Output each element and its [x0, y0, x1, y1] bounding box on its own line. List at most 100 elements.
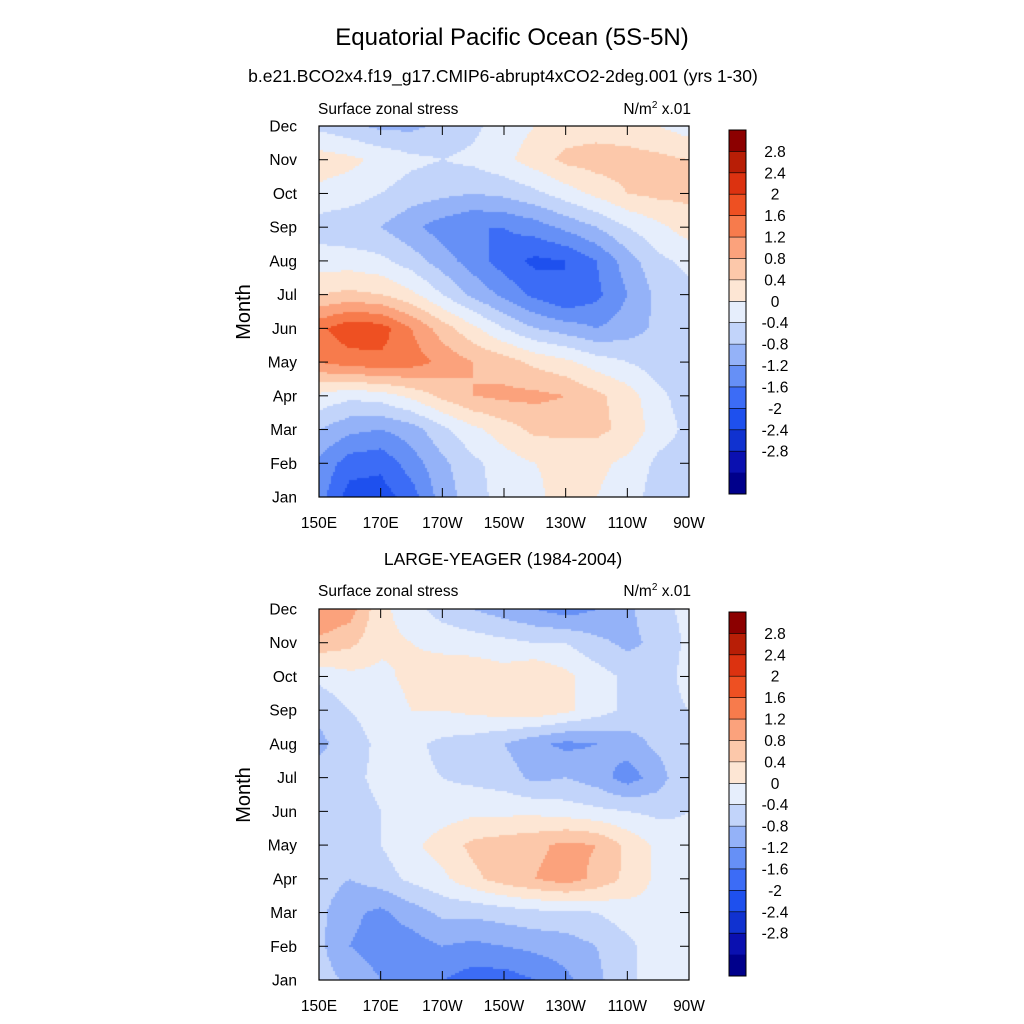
colorbar-swatch — [729, 386, 746, 409]
panel-top-ticks: Jan Feb Mar Apr May Jun Jul Aug Sep Oct Nov Dec 150E… — [268, 119, 706, 533]
colorbar-swatch — [729, 890, 746, 913]
colorbar-label: 0.4 — [764, 272, 786, 289]
colorbar-swatch — [729, 429, 746, 452]
panel-top-plot — [318, 125, 690, 498]
x-tick-label: 170W — [422, 998, 463, 1015]
panel-bottom-title: LARGE-YEAGER (1984-2004) — [384, 549, 622, 569]
x-tick-label: 170E — [363, 515, 399, 532]
colorbar-label: 2 — [771, 669, 780, 686]
colorbar-swatch — [729, 451, 746, 473]
colorbar-label: 1.6 — [764, 208, 786, 225]
colorbar-swatch — [729, 868, 746, 891]
colorbar-label: -2 — [768, 883, 782, 900]
colorbar-label: 1.6 — [764, 690, 786, 707]
y-tick-label: Feb — [270, 456, 297, 473]
x-tick-label: 170W — [422, 515, 463, 532]
colorbar-swatch — [729, 130, 746, 152]
y-tick-label: Jan — [272, 490, 297, 507]
colorbar-label: 2.4 — [764, 165, 786, 182]
colorbar-swatch — [729, 215, 746, 238]
colorbar-swatch — [729, 258, 746, 281]
panel-bottom-ticks: Jan Feb Mar Apr May Jun Jul Aug Sep Oct Nov Dec 150E… — [268, 602, 706, 1016]
colorbar-label: 0.4 — [764, 754, 786, 771]
colorbar-swatch — [729, 954, 746, 977]
panel-top-colorbar: 2.8 2.4 2 1.6 1.2 0.8 0.4 0 -0.4 -0.8 -1.2 -1.6 -2 -2… — [728, 129, 789, 495]
colorbar-label: 0 — [771, 294, 780, 311]
colorbar-label: 2.8 — [764, 626, 786, 643]
y-tick-label: Feb — [270, 939, 297, 956]
contour-field — [319, 609, 689, 980]
y-tick-label: Oct — [273, 669, 298, 686]
x-tick-label: 150W — [484, 998, 525, 1015]
panel-top: b.e21.BCO2x4.f19_g17.CMIP6-abrupt4xCO2-2… — [233, 66, 789, 532]
y-tick-label: Oct — [273, 186, 298, 203]
x-tick-label: 150E — [301, 998, 337, 1015]
panel-top-title: b.e21.BCO2x4.f19_g17.CMIP6-abrupt4xCO2-2… — [248, 66, 758, 87]
colorbar-swatch — [729, 279, 746, 302]
units-exponent: 2 — [652, 100, 658, 111]
colorbar-swatch — [729, 761, 746, 784]
colorbar-swatch — [729, 365, 746, 388]
colorbar-frame — [728, 611, 747, 977]
colorbar-label: 0 — [771, 776, 780, 793]
colorbar-label: -1.6 — [762, 861, 789, 878]
colorbar-label: -2.4 — [762, 422, 789, 439]
colorbar-label: -1.2 — [762, 840, 789, 857]
colorbar-swatch — [729, 654, 746, 677]
colorbar-swatch — [729, 344, 746, 366]
y-tick-label: Apr — [273, 871, 297, 888]
x-tick-label: 110W — [608, 515, 648, 532]
colorbar-label: -1.6 — [762, 379, 789, 396]
panel-bottom-ylabel: Month — [233, 767, 255, 823]
colorbar-label: -2.8 — [762, 926, 789, 943]
x-tick-label: 150W — [484, 515, 525, 532]
contour-field — [319, 126, 689, 497]
x-tick-label: 110W — [608, 998, 648, 1015]
colorbar-swatch — [729, 719, 746, 741]
colorbar-swatch — [729, 633, 746, 656]
colorbar-label: 1.2 — [764, 230, 786, 247]
colorbar-label: -0.4 — [762, 315, 789, 332]
y-tick-label: Nov — [269, 152, 297, 169]
units-exponent: 2 — [652, 582, 658, 593]
panel-bottom-units: N/m2 x.01 — [623, 582, 691, 600]
colorbar-swatch — [729, 847, 746, 870]
colorbar-swatch — [729, 322, 746, 345]
colorbar-label: -0.8 — [762, 337, 789, 354]
x-tick-label: 130W — [545, 998, 586, 1015]
figure-title: Equatorial Pacific Ocean (5S-5N) — [335, 24, 688, 51]
panel-bottom-plot — [318, 608, 690, 981]
colorbar-swatch — [729, 194, 746, 217]
x-tick-label: 90W — [673, 998, 705, 1015]
y-tick-label: Jan — [272, 973, 297, 990]
units-base: N/m — [623, 101, 651, 118]
colorbar-swatch — [729, 783, 746, 806]
colorbar-swatch — [729, 697, 746, 720]
colorbar-swatch — [729, 740, 746, 763]
colorbar-label: -0.8 — [762, 819, 789, 836]
colorbar-swatch — [729, 472, 746, 495]
units-scale: x.01 — [662, 101, 691, 118]
y-tick-label: Aug — [269, 736, 297, 753]
colorbar-swatch — [729, 237, 746, 259]
y-tick-label: Jun — [272, 321, 297, 338]
colorbar-swatch — [729, 933, 746, 955]
x-tick-label: 130W — [545, 515, 586, 532]
colorbar-swatch — [729, 408, 746, 431]
y-tick-label: Sep — [269, 703, 297, 720]
colorbar-swatch — [729, 826, 746, 848]
colorbar-label: 0.8 — [764, 251, 786, 268]
y-tick-label: Aug — [269, 253, 297, 270]
colorbar-swatch — [729, 676, 746, 699]
y-tick-label: Nov — [269, 635, 297, 652]
colorbar-swatch — [729, 172, 746, 195]
colorbar-label: -2.4 — [762, 904, 789, 921]
colorbar-swatch — [729, 301, 746, 324]
colorbar-label: -0.4 — [762, 797, 789, 814]
colorbar-swatch — [729, 911, 746, 934]
colorbar-label: 1.2 — [764, 712, 786, 729]
colorbar-swatch — [729, 612, 746, 634]
x-tick-label: 170E — [363, 998, 399, 1015]
y-tick-label: Apr — [273, 388, 297, 405]
